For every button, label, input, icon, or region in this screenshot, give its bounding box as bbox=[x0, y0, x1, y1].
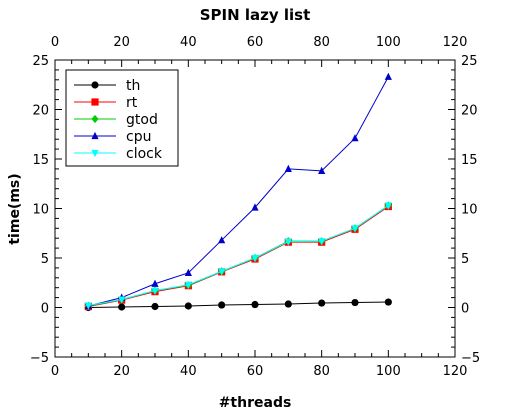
series-line-th bbox=[88, 301, 389, 308]
legend-label-clock: clock bbox=[126, 146, 163, 162]
data-point-clock bbox=[351, 225, 359, 233]
plot-series bbox=[84, 72, 392, 312]
data-point-cpu bbox=[384, 72, 392, 80]
data-point-th bbox=[218, 301, 226, 309]
series-line-clock bbox=[88, 205, 389, 307]
data-point-clock bbox=[184, 281, 192, 289]
x-tick-label: 120 bbox=[443, 364, 468, 379]
data-point-th bbox=[318, 299, 326, 307]
legend-label-rt: rt bbox=[126, 95, 138, 111]
x-tick-label: 80 bbox=[313, 364, 330, 379]
y-tick-label: 0 bbox=[41, 302, 49, 317]
x-tick-label-top: 80 bbox=[313, 35, 330, 50]
data-point-th bbox=[118, 303, 126, 311]
data-point-cpu bbox=[218, 236, 226, 244]
data-point-cpu bbox=[351, 134, 359, 142]
data-point-cpu bbox=[251, 203, 259, 211]
x-axis-label: #threads bbox=[219, 395, 292, 411]
data-point-cpu bbox=[184, 268, 192, 276]
data-point-clock bbox=[384, 202, 392, 210]
data-point-clock bbox=[151, 287, 159, 295]
legend-marker-gtod bbox=[91, 114, 99, 124]
y-tick-label: 5 bbox=[41, 252, 49, 267]
y-tick-label-right: −5 bbox=[461, 351, 480, 366]
legend-label-cpu: cpu bbox=[126, 129, 151, 145]
x-tick-label-top: 60 bbox=[247, 35, 264, 50]
series-line-rt bbox=[88, 206, 389, 308]
x-tick-label: 100 bbox=[376, 364, 401, 379]
series-line-cpu bbox=[88, 76, 389, 307]
legend-marker-rt bbox=[91, 98, 99, 106]
data-point-th bbox=[251, 300, 259, 309]
data-point-clock bbox=[284, 238, 292, 246]
x-tick-label: 0 bbox=[51, 364, 59, 379]
data-point-cpu bbox=[284, 164, 292, 172]
legend-marker-clock bbox=[91, 149, 99, 158]
x-tick-label-top: 40 bbox=[180, 35, 197, 50]
legend-box bbox=[65, 69, 179, 167]
data-point-cpu bbox=[151, 279, 159, 287]
legend-marker-th bbox=[91, 81, 99, 89]
data-point-th bbox=[351, 298, 359, 307]
y-tick-label-right: 10 bbox=[461, 203, 478, 218]
x-tick-label-top: 120 bbox=[443, 35, 468, 50]
y-tick-label: −5 bbox=[30, 351, 49, 366]
data-point-th bbox=[184, 302, 192, 310]
y-tick-label-right: 15 bbox=[461, 153, 478, 168]
data-point-clock bbox=[318, 238, 326, 246]
y-tick-label-right: 25 bbox=[461, 54, 478, 69]
series-clock bbox=[84, 202, 392, 310]
x-tick-label: 60 bbox=[247, 364, 264, 379]
legend-label-gtod: gtod bbox=[126, 112, 158, 128]
y-tick-label: 25 bbox=[32, 54, 49, 69]
data-point-th bbox=[284, 300, 292, 308]
x-tick-label: 40 bbox=[180, 364, 197, 379]
x-tick-label-top: 20 bbox=[113, 35, 130, 50]
series-line-gtod bbox=[88, 205, 389, 307]
legend-marker-cpu bbox=[91, 131, 99, 140]
legend-label-th: th bbox=[126, 78, 140, 94]
data-point-clock bbox=[84, 302, 92, 310]
series-th bbox=[84, 298, 392, 312]
y-tick-label: 20 bbox=[32, 104, 49, 119]
data-point-clock bbox=[251, 254, 259, 263]
chart-title: SPIN lazy list bbox=[200, 6, 311, 24]
y-axis-label: time(ms) bbox=[7, 173, 23, 244]
data-point-th bbox=[151, 302, 159, 311]
data-point-cpu bbox=[318, 166, 326, 174]
data-point-clock bbox=[118, 296, 126, 304]
series-cpu bbox=[84, 72, 392, 310]
y-tick-label-right: 20 bbox=[461, 104, 478, 119]
x-tick-label-top: 0 bbox=[51, 35, 59, 50]
y-tick-label-right: 5 bbox=[461, 252, 469, 267]
data-point-th bbox=[384, 298, 392, 306]
x-tick-label: 20 bbox=[113, 364, 130, 379]
y-tick-label-right: 0 bbox=[461, 302, 469, 317]
x-tick-label-top: 100 bbox=[376, 35, 401, 50]
y-tick-label: 15 bbox=[32, 153, 49, 168]
data-point-clock bbox=[218, 268, 226, 276]
y-tick-label: 10 bbox=[32, 203, 49, 218]
